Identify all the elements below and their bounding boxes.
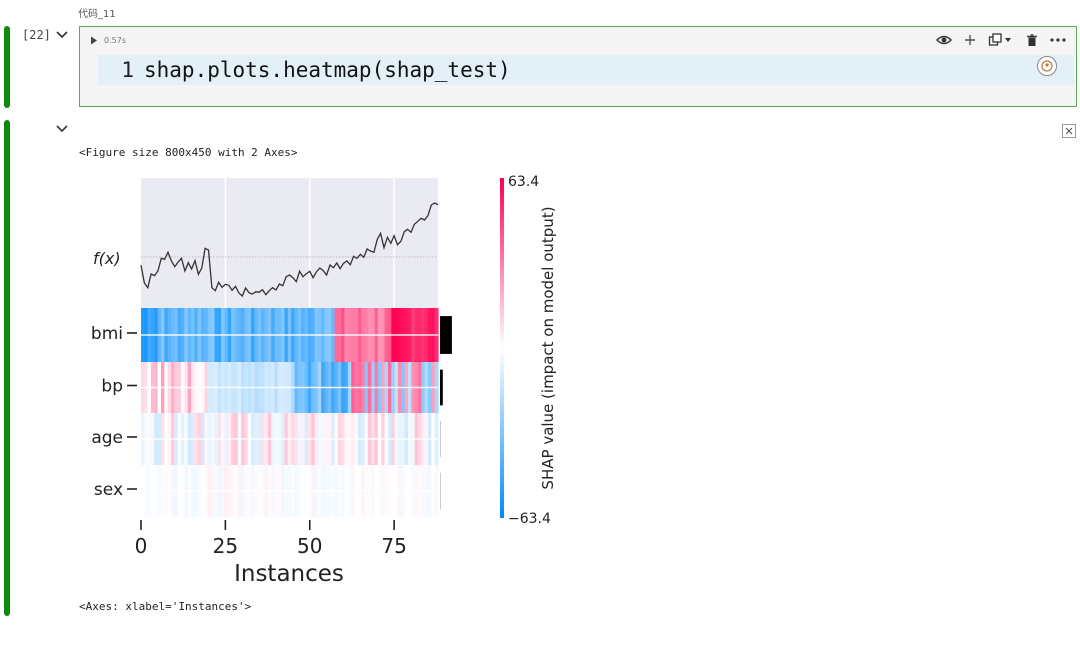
clear-output-icon[interactable] (1062, 124, 1076, 138)
copy-dropdown-icon[interactable] (988, 32, 1014, 48)
axes-repr-text: <Axes: xlabel='Instances'> (79, 600, 252, 613)
collapse-output-chevron-icon[interactable] (55, 122, 69, 136)
colorbar-label: SHAP value (impact on model output) (539, 206, 557, 489)
importance-bar-bmi (440, 316, 452, 354)
play-icon (91, 36, 97, 45)
fx-label: f(x) (93, 249, 121, 268)
execution-count: [22] (22, 28, 51, 42)
run-cell-button[interactable]: 0.57s (90, 36, 126, 45)
code-text[interactable]: shap.plots.heatmap(shap_test) (144, 58, 511, 82)
cell-toolbar (936, 32, 1066, 48)
feature-importance-bars (440, 316, 452, 510)
x-tick-label-25: 25 (213, 534, 238, 558)
x-tick-label-75: 75 (381, 534, 406, 558)
fx-curve (140, 202, 439, 298)
feature-label-bmi: bmi (91, 324, 123, 344)
fx-gridlines (224, 178, 395, 308)
colorbar-min: −63.4 (508, 511, 551, 527)
trash-icon[interactable] (1024, 32, 1040, 48)
copilot-icon[interactable] (1037, 56, 1057, 76)
fx-panel-background (141, 178, 438, 308)
feature-axis: bmi bp age sex (91, 324, 137, 500)
cell-focus-bar[interactable] (4, 26, 10, 108)
x-axis-label: Instances (234, 561, 344, 587)
x-tick-label-0: 0 (135, 534, 148, 558)
collapse-cell-chevron-icon[interactable] (55, 28, 69, 42)
code-line[interactable]: 1 shap.plots.heatmap(shap_test) (98, 55, 1074, 85)
output-focus-bar[interactable] (4, 120, 10, 616)
importance-bar-bp (440, 369, 443, 406)
feature-label-age: age (91, 428, 123, 448)
importance-bar-sex (440, 472, 441, 510)
more-icon[interactable] (1050, 32, 1066, 48)
feature-label-sex: sex (94, 480, 123, 500)
figure-size-text: <Figure size 800x450 with 2 Axes> (79, 146, 298, 159)
cell-label: 代码_11 (78, 9, 116, 20)
feature-label-bp: bp (101, 377, 123, 397)
eye-icon[interactable] (936, 32, 952, 48)
plus-icon[interactable] (962, 32, 978, 48)
importance-bar-age (440, 420, 441, 458)
heatmap-cells (141, 308, 439, 517)
x-axis: 0 25 50 75 (135, 520, 407, 558)
line-number: 1 (121, 58, 134, 82)
run-time: 0.57s (104, 36, 126, 45)
colorbar (500, 178, 504, 518)
x-tick-label-50: 50 (297, 534, 322, 558)
colorbar-max: 63.4 (508, 174, 539, 190)
heatmap-row-separators (141, 334, 438, 492)
